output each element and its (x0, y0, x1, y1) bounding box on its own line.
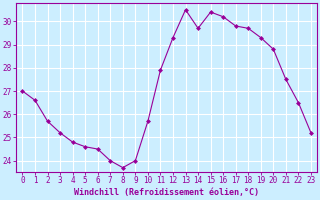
X-axis label: Windchill (Refroidissement éolien,°C): Windchill (Refroidissement éolien,°C) (74, 188, 259, 197)
